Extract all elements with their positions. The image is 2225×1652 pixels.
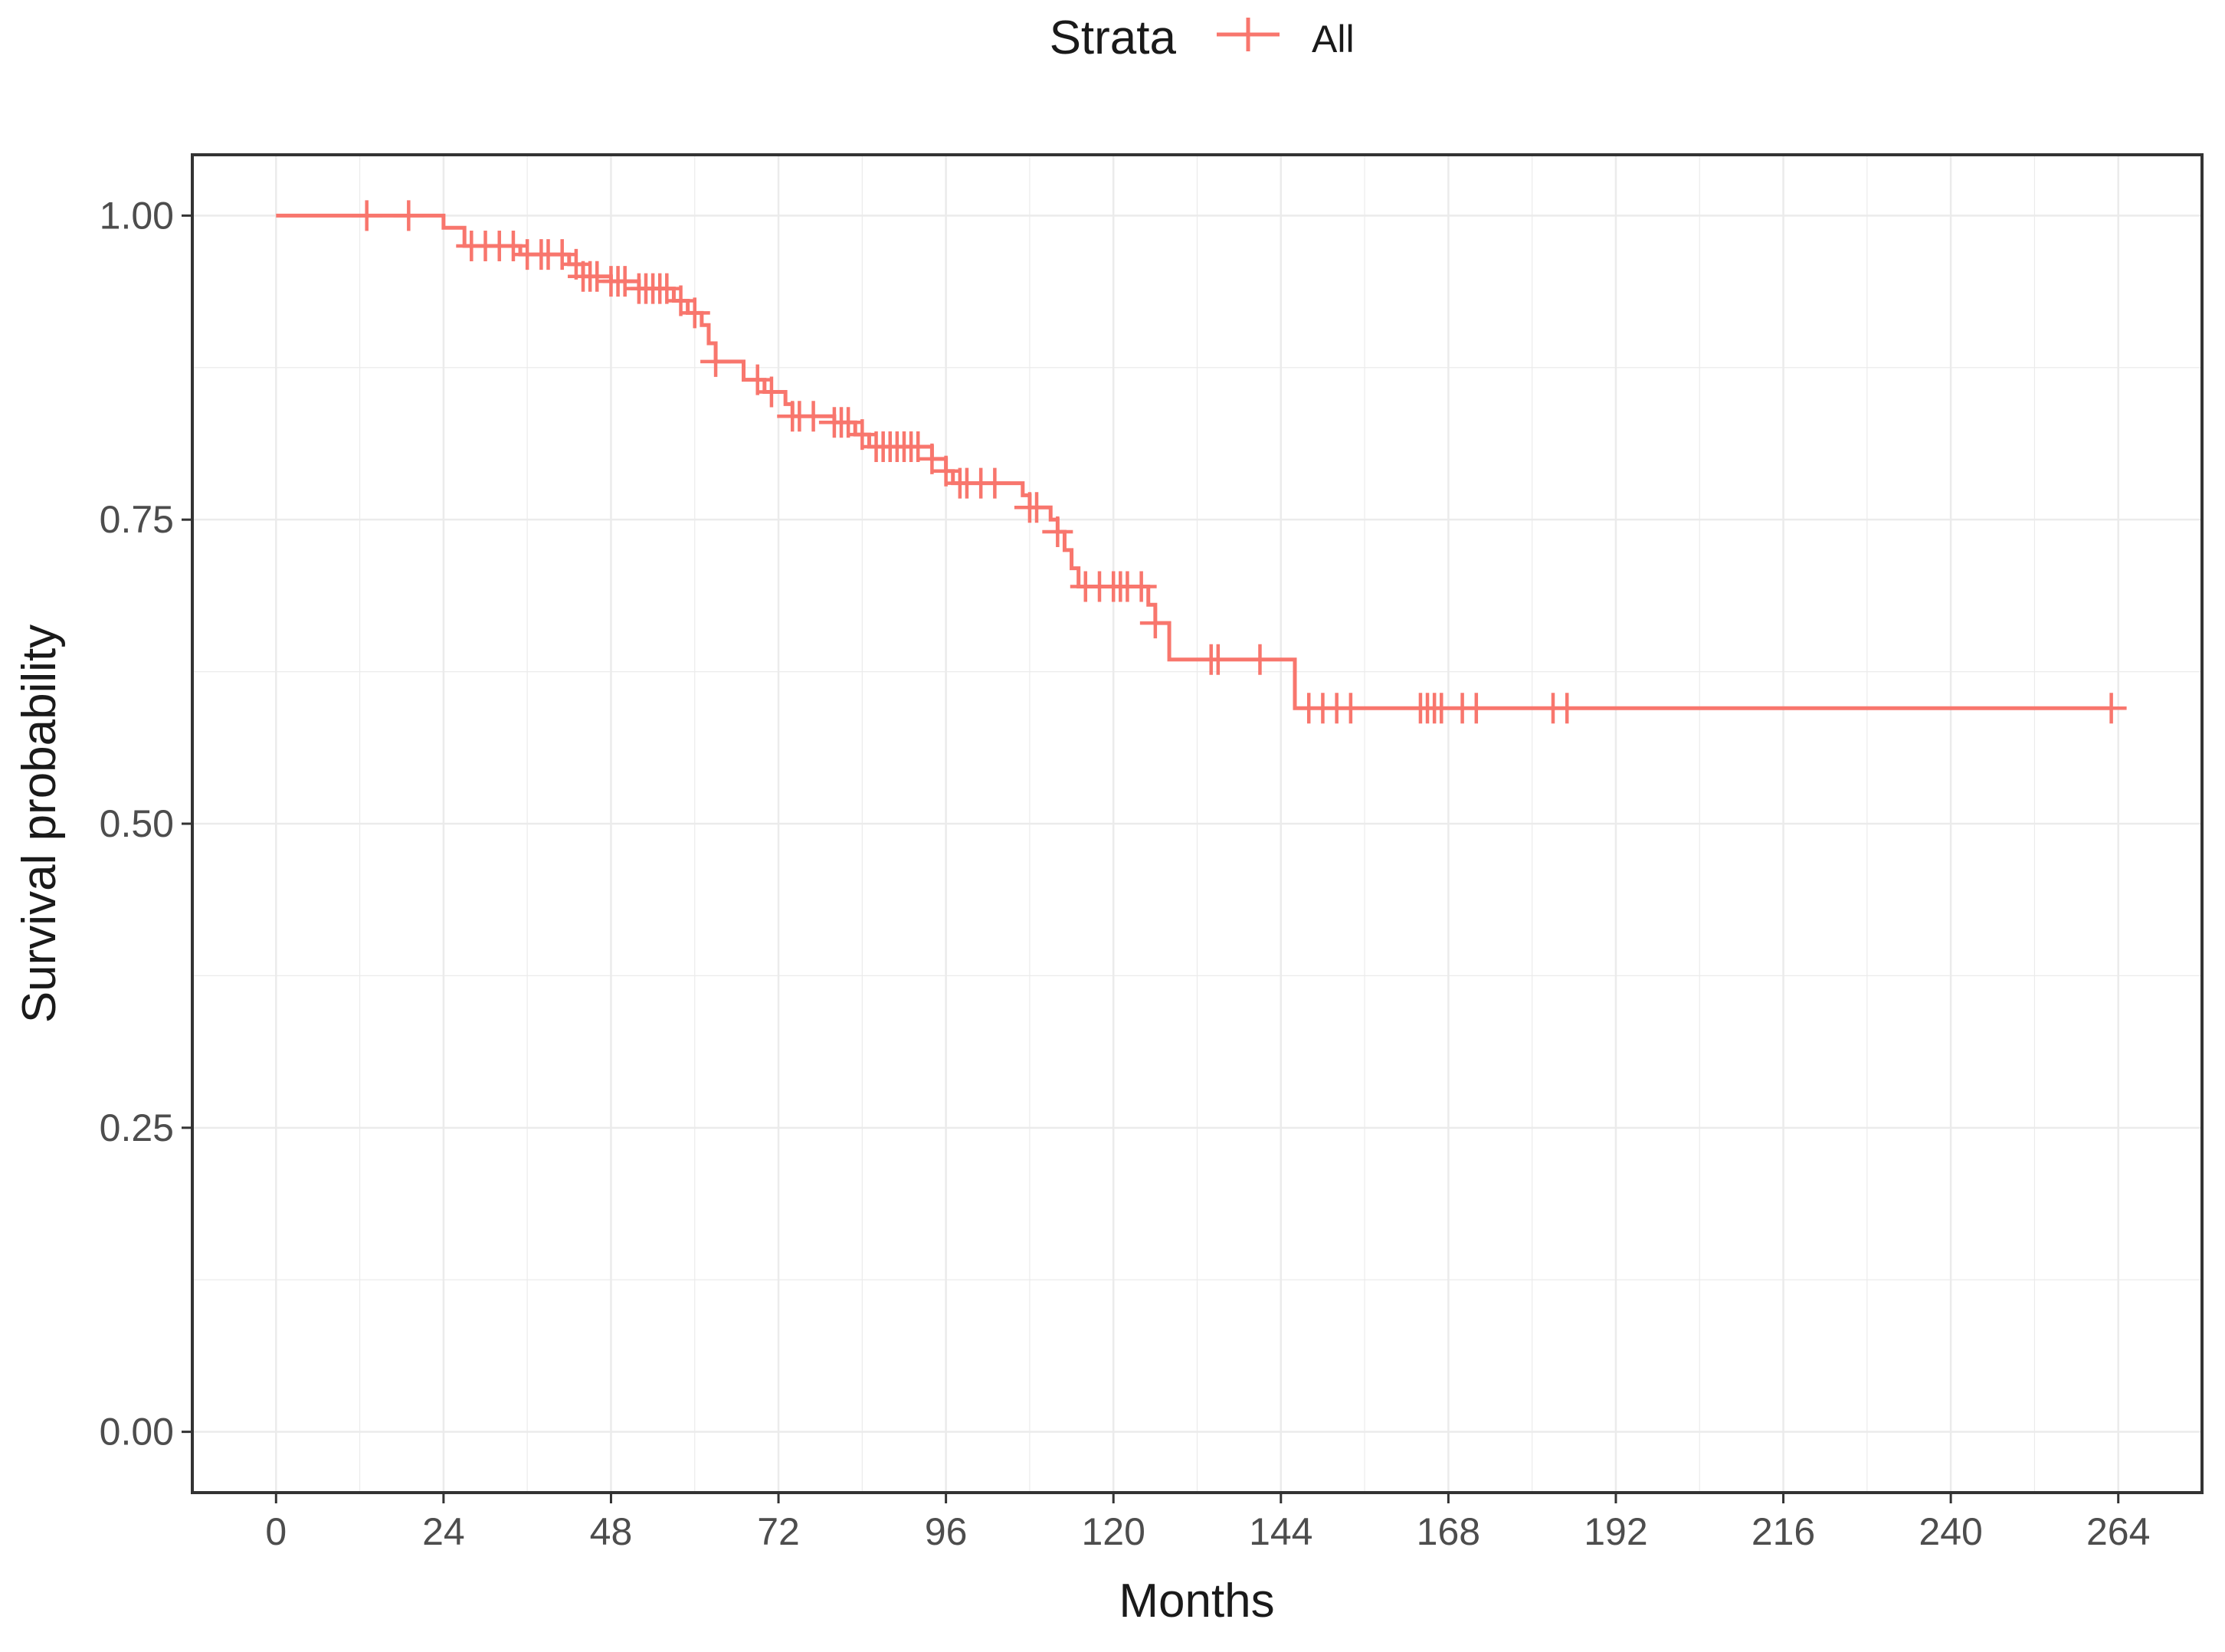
x-tick-label: 168 — [1417, 1510, 1480, 1553]
censor-mark — [2096, 693, 2127, 724]
x-tick-label: 120 — [1081, 1510, 1145, 1553]
censor-mark — [930, 455, 962, 487]
x-axis: 0 24 48 72 96 120 144 168 192 216 240 264 — [265, 1493, 2150, 1553]
censor-mark — [742, 364, 773, 395]
y-tick-label: 0.25 — [100, 1106, 174, 1149]
censor-mark — [979, 467, 1011, 499]
y-axis: 0.00 0.25 0.50 0.75 1.00 — [100, 194, 192, 1454]
x-tick-label: 216 — [1751, 1510, 1815, 1553]
legend-key-censor-mark — [1233, 18, 1263, 51]
censor-mark — [582, 261, 613, 292]
x-tick-label: 144 — [1249, 1510, 1312, 1553]
censor-mark — [1126, 571, 1157, 602]
legend-key — [1217, 18, 1280, 51]
censor-mark — [903, 431, 934, 462]
censor-mark — [1042, 516, 1073, 548]
x-tick-label: 0 — [265, 1510, 287, 1553]
censor-mark — [1460, 693, 1492, 724]
censor-mark — [1244, 644, 1276, 675]
censor-mark — [755, 376, 787, 408]
censor-mark — [833, 407, 864, 438]
y-tick-label: 0.75 — [100, 498, 174, 541]
censor-mark — [665, 285, 696, 316]
censor-mark — [1202, 644, 1234, 675]
y-tick-label: 0.50 — [100, 802, 174, 845]
censor-mark — [393, 200, 424, 231]
legend: Strata All — [1050, 11, 1355, 64]
x-tick-label: 240 — [1919, 1510, 1982, 1553]
censor-mark — [351, 200, 382, 231]
censor-mark — [1552, 693, 1583, 724]
x-tick-label: 96 — [925, 1510, 968, 1553]
censor-mark — [847, 419, 878, 451]
legend-entry-label: All — [1312, 18, 1355, 61]
y-tick-label: 0.00 — [100, 1411, 174, 1454]
x-tick-label: 72 — [757, 1510, 800, 1553]
censor-marks-layer — [351, 200, 2127, 724]
censor-mark — [679, 297, 710, 329]
censor-mark — [700, 346, 732, 377]
y-tick-label: 1.00 — [100, 194, 174, 237]
x-tick-label: 192 — [1584, 1510, 1647, 1553]
censor-mark — [1335, 693, 1366, 724]
censor-mark — [916, 443, 948, 474]
censor-mark — [609, 266, 641, 297]
major-gridlines — [192, 155, 2202, 1493]
x-tick-label: 264 — [2086, 1510, 2150, 1553]
x-tick-label: 24 — [422, 1510, 465, 1553]
y-axis-title: Survival probability — [13, 624, 66, 1023]
censor-mark — [798, 401, 829, 432]
censor-mark — [1139, 608, 1171, 639]
x-axis-title: Months — [1119, 1575, 1274, 1627]
censor-mark — [560, 248, 591, 280]
censor-mark — [1021, 492, 1053, 523]
censor-mark — [651, 273, 683, 304]
legend-title: Strata — [1050, 11, 1177, 64]
x-tick-label: 48 — [590, 1510, 633, 1553]
